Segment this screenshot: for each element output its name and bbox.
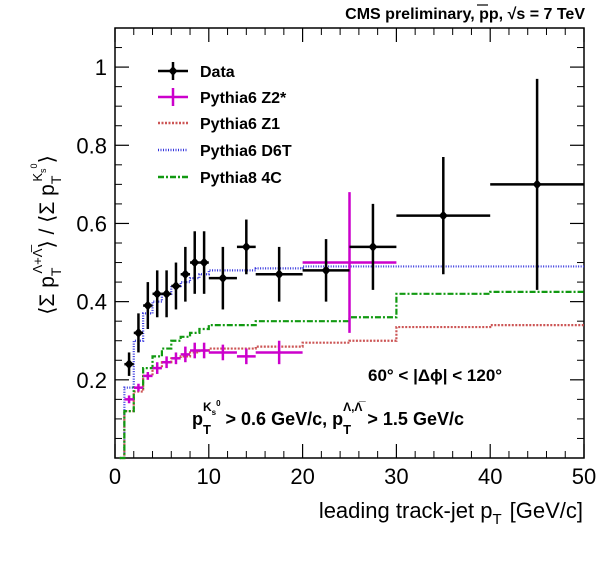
mc-point (277, 350, 281, 354)
legend-label: Pythia6 Z2* (200, 90, 287, 107)
x-tick-label: 40 (478, 464, 502, 489)
data-point (162, 288, 172, 299)
legend-item: Pythia8 4C (158, 170, 282, 187)
mc-point (193, 349, 197, 352)
series-pythia6-d6t (119, 265, 584, 460)
data-point (532, 179, 542, 190)
data-point (241, 241, 251, 252)
dphi-annotation: 60° < |Δϕ| < 120° (368, 366, 502, 385)
axis-ticks: 0 10 20 30 40 50 0.2 0.4 0.6 0.8 1 (76, 28, 596, 489)
y-tick-label: 1 (95, 55, 107, 80)
series-data (124, 78, 584, 376)
legend-label: Pythia6 Z1 (200, 116, 280, 133)
legend: Data Pythia6 Z2* Pythia6 Z1 Pythia6 D6T Pyth… (158, 62, 292, 187)
data-point (152, 288, 162, 299)
y-tick-label: 0.2 (76, 368, 107, 393)
data-point (124, 359, 134, 370)
legend-item: Pythia6 Z1 (158, 116, 280, 133)
data-point (143, 300, 153, 311)
data-point (171, 281, 181, 291)
data-point (218, 273, 228, 284)
data-point (180, 269, 190, 280)
series-pythia6-z2- (124, 192, 397, 404)
data-point (321, 265, 331, 276)
data-point (368, 241, 378, 252)
legend-label: Pythia6 D6T (200, 143, 292, 160)
mc-point (244, 354, 248, 358)
mc-point (136, 386, 140, 390)
cut-annotation: pTKs0 > 0.6 GeV/c, pTΛ,Λ̅ > 1.5 GeV/c (192, 399, 464, 437)
mc-point (202, 349, 206, 352)
svg-text:⟨Σ pTΛ+Λ̅⟩ / ⟨Σ pTKs0⟩: ⟨Σ pTΛ+Λ̅⟩ / ⟨Σ pTKs0⟩ (29, 155, 64, 315)
data-point (274, 269, 284, 280)
legend-item: Pythia6 D6T (158, 143, 292, 160)
data-point (190, 257, 200, 268)
x-tick-label: 10 (197, 464, 221, 489)
step-line (119, 265, 584, 460)
mc-point (146, 374, 150, 378)
legend-item: Data (158, 62, 235, 81)
step-line (119, 290, 584, 460)
x-tick-label: 20 (290, 464, 314, 489)
chart-title: CMS preliminary, pp, √s = 7 TeV (345, 6, 585, 23)
series-pythia8-4c (119, 290, 584, 460)
y-tick-label: 0.6 (76, 211, 107, 236)
x-tick-label: 0 (109, 464, 121, 489)
legend-label: Data (200, 64, 235, 81)
x-axis-label: leading track-jet pT [GeV/c] (319, 498, 583, 528)
data-point (199, 257, 209, 268)
mc-point (348, 261, 351, 265)
data-point (133, 327, 143, 338)
y-tick-label: 0.8 (76, 133, 107, 158)
x-tick-label: 50 (572, 464, 596, 489)
x-tick-label: 30 (384, 464, 408, 489)
mc-point (183, 352, 187, 356)
y-tick-label: 0.4 (76, 290, 107, 315)
data-point (438, 210, 448, 221)
step-line (119, 323, 584, 460)
mc-point (155, 366, 159, 370)
series-pythia6-z1 (119, 323, 584, 460)
legend-item: Pythia6 Z2* (158, 88, 287, 107)
mc-point (221, 350, 225, 354)
series-layer (119, 78, 584, 460)
y-axis-label: ⟨Σ pTΛ+Λ̅⟩ / ⟨Σ pTKs0⟩ (29, 155, 64, 315)
mc-point (165, 360, 169, 364)
legend-marker-diamond (168, 66, 178, 76)
mc-point (174, 356, 178, 360)
legend-label: Pythia8 4C (200, 170, 282, 187)
mc-point (127, 397, 131, 401)
